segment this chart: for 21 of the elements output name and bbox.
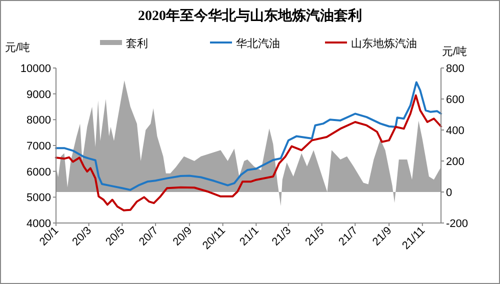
y2-tick-label: 600	[446, 94, 464, 106]
chart-title: 2020年至今华北与山东地炼汽油套利	[138, 7, 362, 24]
x-tick-label: 21/1	[238, 224, 262, 248]
y-tick-label: 5000	[26, 192, 51, 204]
y2-tick-label: -200	[446, 218, 468, 230]
y-tick-label: 4000	[26, 218, 51, 230]
y2-tick-label: 800	[446, 63, 464, 75]
y-tick-label: 8000	[26, 114, 51, 127]
legend-label: 套利	[126, 37, 148, 50]
legend-label: 山东地炼汽油	[351, 37, 417, 50]
y2-tick-label: 400	[446, 125, 464, 137]
y2-tick-label: 0	[446, 187, 452, 199]
y-tick-label: 6000	[26, 166, 51, 178]
y-tick-label: 7000	[26, 140, 51, 152]
y2-tick-label: 200	[446, 156, 464, 168]
y-tick-label: 10000	[20, 63, 51, 75]
y2-axis-title: 元/吨	[442, 45, 468, 58]
legend-label: 华北汽油	[236, 37, 280, 50]
y-axis-title: 元/吨	[5, 41, 30, 54]
y-tick-label: 9000	[26, 88, 51, 101]
line-series	[55, 94, 442, 212]
